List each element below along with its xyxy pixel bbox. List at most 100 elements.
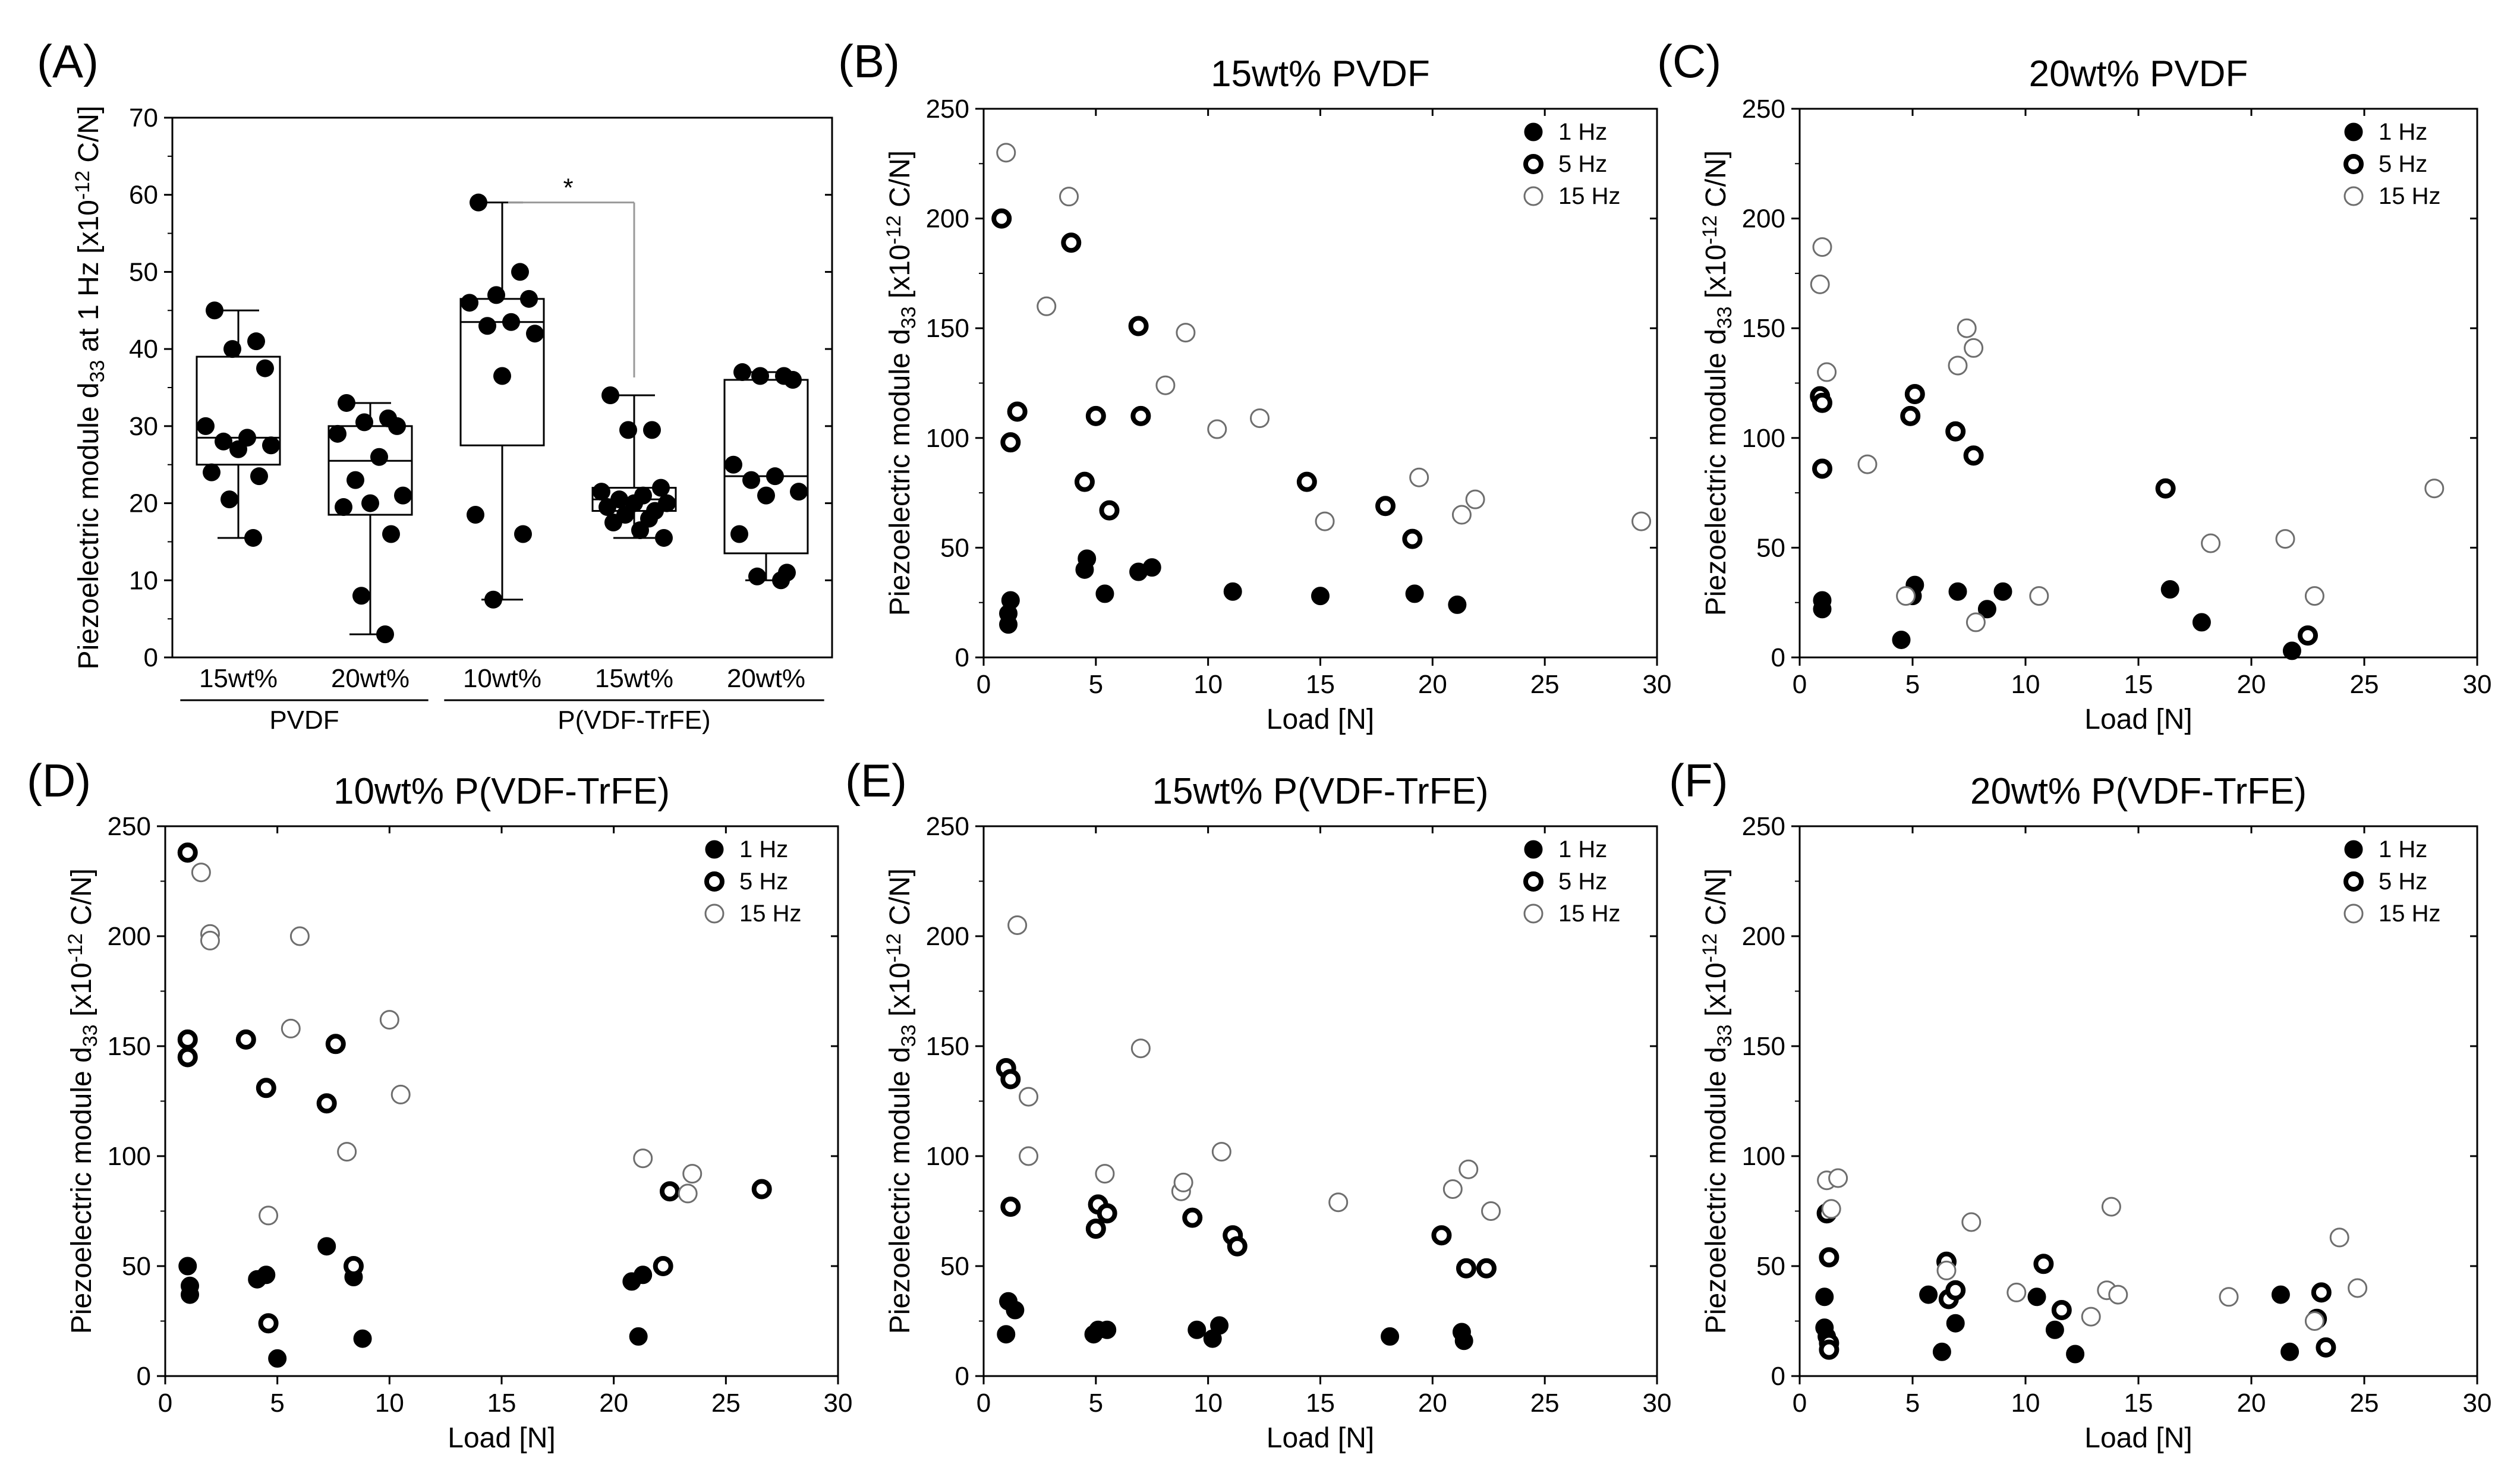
x-tick-label: 10 <box>375 1389 404 1418</box>
axis-label-part: [x10 <box>66 962 97 1024</box>
legend-marker <box>704 904 724 924</box>
y-tick-label: 70 <box>129 103 158 133</box>
y-tick-label: 0 <box>955 643 969 672</box>
data-point-5-hz <box>1007 401 1028 422</box>
box-panel: (A) 0 10 20 30 40 50 60 70 Piezoelectric module d… <box>37 35 833 735</box>
legend-label: 15 Hz <box>739 901 802 927</box>
axis-label-part: [x10 <box>884 962 916 1024</box>
data-point <box>223 340 241 358</box>
data-point <box>766 467 784 486</box>
data-point-15-hz <box>1817 362 1837 382</box>
data-point-15-hz <box>1037 296 1057 316</box>
data-point-5-hz <box>177 1047 198 1068</box>
data-point-15-hz <box>1130 1038 1151 1059</box>
x-axis-label: Load [N] <box>1267 704 1374 735</box>
data-point-15-hz <box>390 1084 411 1104</box>
legend-marker <box>1524 840 1543 859</box>
x-tick-label: 20 <box>1418 1389 1447 1418</box>
data-point-15-hz <box>2108 1285 2128 1305</box>
data-point-5-hz <box>1819 1339 1839 1360</box>
data-point-1-hz <box>257 1265 276 1285</box>
y-tick-label: 50 <box>122 1252 151 1281</box>
data-point-15-hz <box>289 926 310 946</box>
data-point-15-hz <box>1315 511 1335 531</box>
data-point-15-hz <box>1328 1192 1349 1213</box>
data-point <box>355 413 373 432</box>
data-point <box>502 313 520 331</box>
y-tick-label: 100 <box>108 1142 151 1171</box>
data-point-5-hz <box>1476 1258 1497 1279</box>
x-tick-label: 30 <box>2463 670 2492 699</box>
data-point-15-hz <box>682 1164 703 1184</box>
data-point-15-hz <box>2006 1282 2027 1302</box>
panel-title: 20wt% P(VDF-TrFE) <box>1970 771 2307 812</box>
data-point-1-hz <box>1006 1301 1025 1320</box>
data-point <box>394 486 412 505</box>
data-point-5-hz <box>177 1029 198 1050</box>
data-point-15-hz <box>2304 586 2324 606</box>
data-point-5-hz <box>258 1313 279 1334</box>
data-point-15-hz <box>2348 1278 2368 1298</box>
data-point-15-hz <box>191 862 211 883</box>
data-point-1-hz <box>1223 582 1242 601</box>
data-point-5-hz <box>2033 1254 2054 1274</box>
data-point <box>784 371 802 389</box>
legend-label: 5 Hz <box>2379 868 2427 895</box>
legend-marker <box>2344 122 2363 141</box>
x-tick-label: 15 <box>487 1389 516 1418</box>
data-point <box>790 483 808 501</box>
y-tick-label: 30 <box>129 412 158 441</box>
x-tick-label: 10 <box>1193 670 1223 699</box>
data-point-15-hz <box>2304 1311 2324 1331</box>
data-point <box>514 525 532 543</box>
y-tick-label: 200 <box>108 922 151 951</box>
x-tick-label: 0 <box>1793 1389 1807 1418</box>
data-point <box>643 421 661 439</box>
legend-marker <box>1524 122 1543 141</box>
data-point <box>619 421 637 439</box>
data-point <box>335 498 352 517</box>
data-point-15-hz <box>1948 355 1968 376</box>
axis-label-part: C/N] <box>884 150 916 215</box>
data-point-1-hz <box>1919 1285 1938 1304</box>
legend-label: 5 Hz <box>1558 151 1607 177</box>
data-point-1-hz <box>1098 1320 1117 1339</box>
y-axis-label: Piezoelectric module d33 [x10-12 C/N] <box>1699 868 1736 1334</box>
category-label: 20wt% <box>727 664 805 693</box>
data-point-1-hz <box>317 1237 336 1256</box>
panel-title: 10wt% P(VDF-TrFE) <box>333 771 670 812</box>
y-tick-label: 50 <box>1756 1252 1785 1281</box>
x-tick-label: 30 <box>2463 1389 2492 1418</box>
data-point-5-hz <box>1945 1280 1966 1301</box>
legend-marker <box>1523 871 1544 892</box>
data-point-1-hz <box>997 1325 1016 1344</box>
x-tick-label: 5 <box>1089 670 1103 699</box>
data-point <box>484 590 502 609</box>
data-point-5-hz <box>751 1179 772 1200</box>
data-point-15-hz <box>2101 1197 2121 1217</box>
data-point-5-hz <box>2051 1300 2072 1320</box>
x-tick-label: 5 <box>270 1389 284 1418</box>
data-point-5-hz <box>1812 458 1832 479</box>
x-tick-label: 25 <box>1530 670 1560 699</box>
data-point-5-hz <box>1000 1197 1021 1217</box>
y-tick-label: 0 <box>1771 1362 1785 1391</box>
y-axis-label: Piezoelectric module d33 at 1 Hz [x10-12… <box>71 106 109 670</box>
y-tick-label: 250 <box>1742 95 1785 124</box>
data-point-5-hz <box>1227 1236 1248 1257</box>
axis-label-part: C/N] <box>66 868 97 933</box>
y-tick-label: 150 <box>926 314 969 343</box>
box <box>196 355 281 466</box>
data-point <box>751 367 769 385</box>
y-tick-label: 200 <box>1742 922 1785 951</box>
data-point-15-hz <box>259 1205 279 1226</box>
data-point-15-hz <box>1173 1172 1193 1192</box>
x-tick-label: 30 <box>1643 1389 1672 1418</box>
data-point <box>470 193 487 212</box>
axis-label-part: C/N] <box>1700 868 1732 933</box>
data-point-15-hz <box>1409 467 1429 487</box>
data-point <box>730 525 748 543</box>
data-point-5-hz <box>653 1256 673 1276</box>
category-label: 15wt% <box>595 664 673 693</box>
data-point-15-hz <box>1896 586 1916 606</box>
